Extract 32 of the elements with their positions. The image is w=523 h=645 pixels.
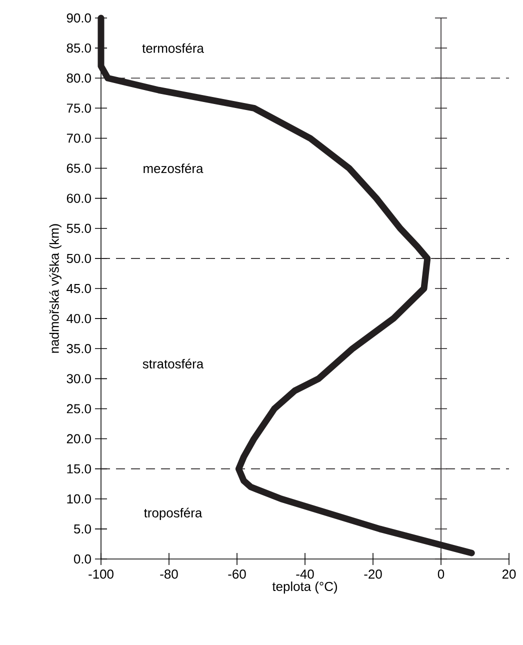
x-tick-label: -80 (160, 570, 178, 579)
y-axis-title: nadmořská výška (km) (49, 224, 62, 353)
y-tick-label: 10.0 (67, 494, 91, 504)
y-tick-label: 15.0 (67, 464, 91, 474)
y-tick-label: 5.0 (74, 524, 91, 534)
y-tick-label: 80.0 (66, 74, 91, 83)
y-tick-label: 30.0 (66, 374, 91, 384)
annotation: termosféra (142, 43, 204, 53)
x-tick-label: -100 (88, 570, 114, 579)
x-tick-label: -40 (296, 570, 314, 579)
y-tick-label: 45.0 (66, 284, 91, 294)
y-tick-label: 55.0 (66, 224, 91, 233)
y-tick-label: 0.0 (74, 554, 91, 564)
y-tick-label: 85.0 (66, 43, 91, 53)
annotation: troposféra (144, 508, 202, 520)
y-tick-label: 65.0 (66, 164, 91, 173)
x-tick-label: -60 (228, 570, 246, 579)
y-tick-label: 50.0 (66, 254, 91, 264)
annotation: mezosféra (144, 163, 204, 174)
x-tick-label: 0 (438, 570, 444, 579)
y-tick-label: 60.0 (66, 194, 91, 203)
y-tick-label: 90.0 (66, 13, 91, 23)
x-axis-title: teplota (°C) (272, 582, 338, 594)
annotation: stratosféra (142, 358, 204, 368)
x-tick-label: -20 (364, 570, 382, 579)
y-tick-label: 70.0 (66, 134, 91, 143)
x-tick-label: 20 (502, 570, 516, 579)
y-tick-label: 35.0 (66, 344, 91, 354)
y-tick-label: 40.0 (66, 314, 91, 324)
y-tick-label: 20.0 (66, 434, 91, 444)
y-tick-label: 25.0 (66, 404, 91, 414)
y-tick-label: 75.0 (66, 104, 91, 113)
